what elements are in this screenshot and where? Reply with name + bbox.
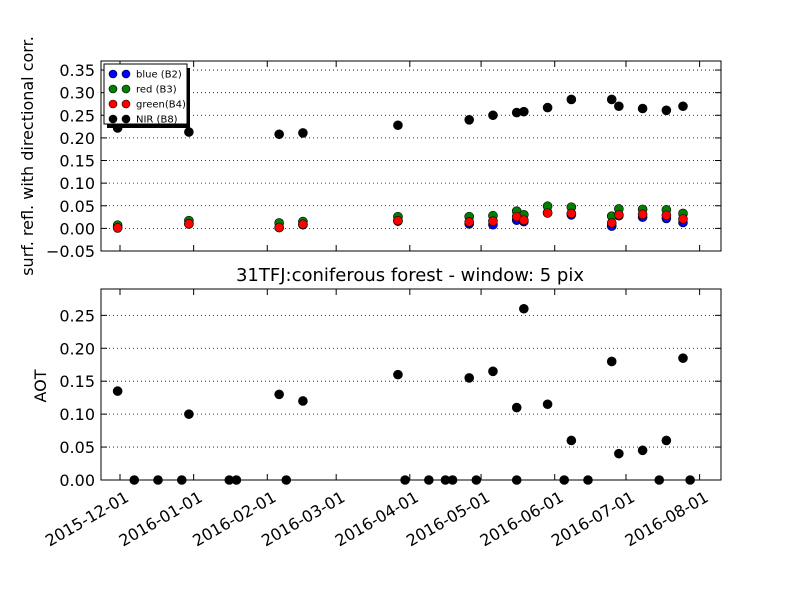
data-point: [184, 219, 194, 229]
y-tick-label: 0.00: [59, 471, 95, 490]
y-tick-label: 0.20: [59, 129, 95, 148]
data-point: [614, 210, 624, 220]
legend-marker: [108, 84, 118, 94]
data-point: [464, 373, 474, 383]
data-point: [566, 208, 577, 219]
legend-label: red (B3): [136, 85, 177, 96]
data-point: [542, 208, 553, 218]
legend-marker: [121, 69, 131, 79]
data-point: [678, 353, 688, 363]
data-point: [184, 127, 194, 137]
y-tick-label: 0.25: [59, 106, 95, 125]
legend-marker: [108, 69, 118, 79]
data-point: [661, 105, 672, 116]
y-tick-label: 0.10: [59, 174, 95, 193]
y-tick-label: 0.00: [59, 219, 95, 238]
legend-marker: [121, 99, 131, 109]
legend-marker: [121, 114, 131, 124]
reflectance-points: [112, 94, 688, 233]
data-point: [464, 217, 474, 227]
data-point: [606, 94, 617, 105]
y-tick-label: 0.20: [59, 339, 95, 358]
y-tick-label: 0.15: [59, 372, 95, 391]
reflectance-legend: blue (B2) red (B3) green(B4) NIR (B8): [103, 63, 190, 128]
data-point: [184, 409, 194, 419]
data-point: [661, 435, 672, 446]
reflectance-y-ticks: −0.05 0.00 0.05 0.10 0.15 0.20 0.25 0.30 0.35: [46, 61, 721, 261]
legend-label: NIR (B8): [136, 115, 178, 126]
data-point: [542, 399, 553, 410]
data-point: [393, 120, 403, 131]
data-point: [519, 215, 529, 226]
y-tick-label: −0.05: [46, 242, 95, 261]
data-point: [606, 218, 617, 228]
legend-label: green(B4): [136, 100, 186, 111]
data-point: [637, 445, 648, 456]
data-point: [614, 448, 624, 459]
legend-marker: [121, 84, 131, 94]
data-point: [488, 110, 498, 121]
aot-axes-frame: [100, 288, 722, 481]
reflectance-y-axis-label: surf. refl. with directional corr.: [18, 36, 37, 276]
data-point: [488, 216, 498, 226]
data-point: [274, 222, 284, 233]
data-point: [606, 356, 617, 367]
legend-box: [103, 63, 188, 125]
legend-marker: [108, 114, 118, 124]
data-point: [678, 101, 688, 112]
data-point: [614, 101, 624, 112]
y-tick-label: 0.05: [59, 197, 95, 216]
data-point: [112, 386, 123, 396]
aot-panel-title: 31TFJ:coniferous forest - window: 5 pix: [236, 265, 584, 286]
data-point: [274, 389, 284, 400]
data-point: [542, 102, 553, 113]
aot-y-axis-label: AOT: [31, 369, 50, 402]
data-point: [661, 210, 672, 221]
aot-y-ticks: 0.00 0.05 0.10 0.15 0.20 0.25: [59, 306, 721, 490]
y-tick-label: 0.05: [59, 438, 95, 457]
data-point: [637, 209, 648, 220]
data-point: [519, 303, 529, 314]
y-tick-label: 0.10: [59, 405, 95, 424]
reflectance-axes-frame: [100, 60, 722, 252]
reflectance-panel: −0.05 0.00 0.05 0.10 0.15 0.20 0.25 0.30 0.35 su…: [18, 36, 722, 276]
data-point: [298, 396, 308, 406]
data-point: [511, 402, 522, 413]
data-point: [566, 94, 577, 105]
aot-plot-area: [101, 289, 721, 480]
y-tick-label: 0.35: [59, 61, 95, 80]
legend-label: blue (B2): [136, 70, 182, 81]
data-point: [298, 128, 308, 138]
data-point: [393, 215, 403, 226]
data-point: [393, 369, 403, 380]
data-point: [678, 214, 688, 224]
data-point: [112, 223, 123, 233]
data-point: [637, 103, 648, 114]
data-point: [488, 366, 498, 377]
aot-points: [112, 303, 695, 485]
data-point: [464, 115, 474, 125]
data-point: [566, 435, 577, 446]
data-point: [298, 219, 308, 230]
y-tick-label: 0.25: [59, 306, 95, 325]
legend-marker: [108, 99, 118, 109]
y-tick-label: 0.30: [59, 84, 95, 103]
reflectance-plot-area: [101, 61, 721, 251]
data-point: [519, 106, 529, 117]
y-tick-label: 0.15: [59, 152, 95, 171]
data-point: [274, 129, 284, 140]
